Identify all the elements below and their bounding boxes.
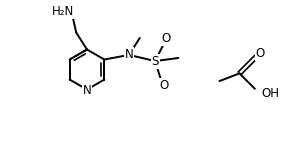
Text: N: N [125, 48, 133, 61]
Text: O: O [256, 47, 265, 60]
Text: O: O [159, 79, 168, 92]
Text: N: N [83, 84, 91, 97]
Text: O: O [161, 32, 171, 45]
Text: OH: OH [262, 87, 280, 100]
Text: S: S [152, 55, 159, 68]
Text: H₂N: H₂N [52, 5, 74, 18]
